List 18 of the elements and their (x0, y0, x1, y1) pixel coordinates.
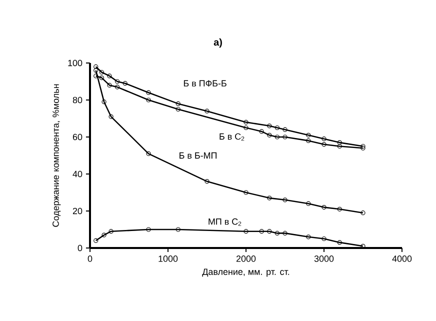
y-axis-title: Содержание компонента, %мольн (52, 84, 61, 227)
series-label: Б в ПФБ-Б (184, 80, 226, 86)
x-tick-label: 1000 (158, 256, 178, 262)
y-tick-label: 0 (78, 244, 82, 252)
x-tick-label: 3000 (314, 256, 334, 262)
series-label: МП в C$_{2}$ (208, 218, 242, 226)
x-axis-title: Давление, мм. рт. ст. (202, 268, 290, 277)
y-tick-label: 100 (68, 60, 82, 66)
series-label: Б в Б-МП (180, 152, 217, 159)
x-tick-label: 4000 (392, 256, 412, 262)
y-tick-label: 80 (72, 96, 82, 104)
series-label: Б в C$_{2}$ (220, 133, 244, 141)
x-tick-label: 0 (88, 256, 92, 262)
y-tick-label: 40 (72, 170, 82, 178)
y-tick-label: 20 (72, 208, 82, 214)
chart-title: а) (214, 38, 222, 48)
x-tick-label: 2000 (236, 256, 256, 262)
y-tick-label: 60 (72, 134, 82, 140)
